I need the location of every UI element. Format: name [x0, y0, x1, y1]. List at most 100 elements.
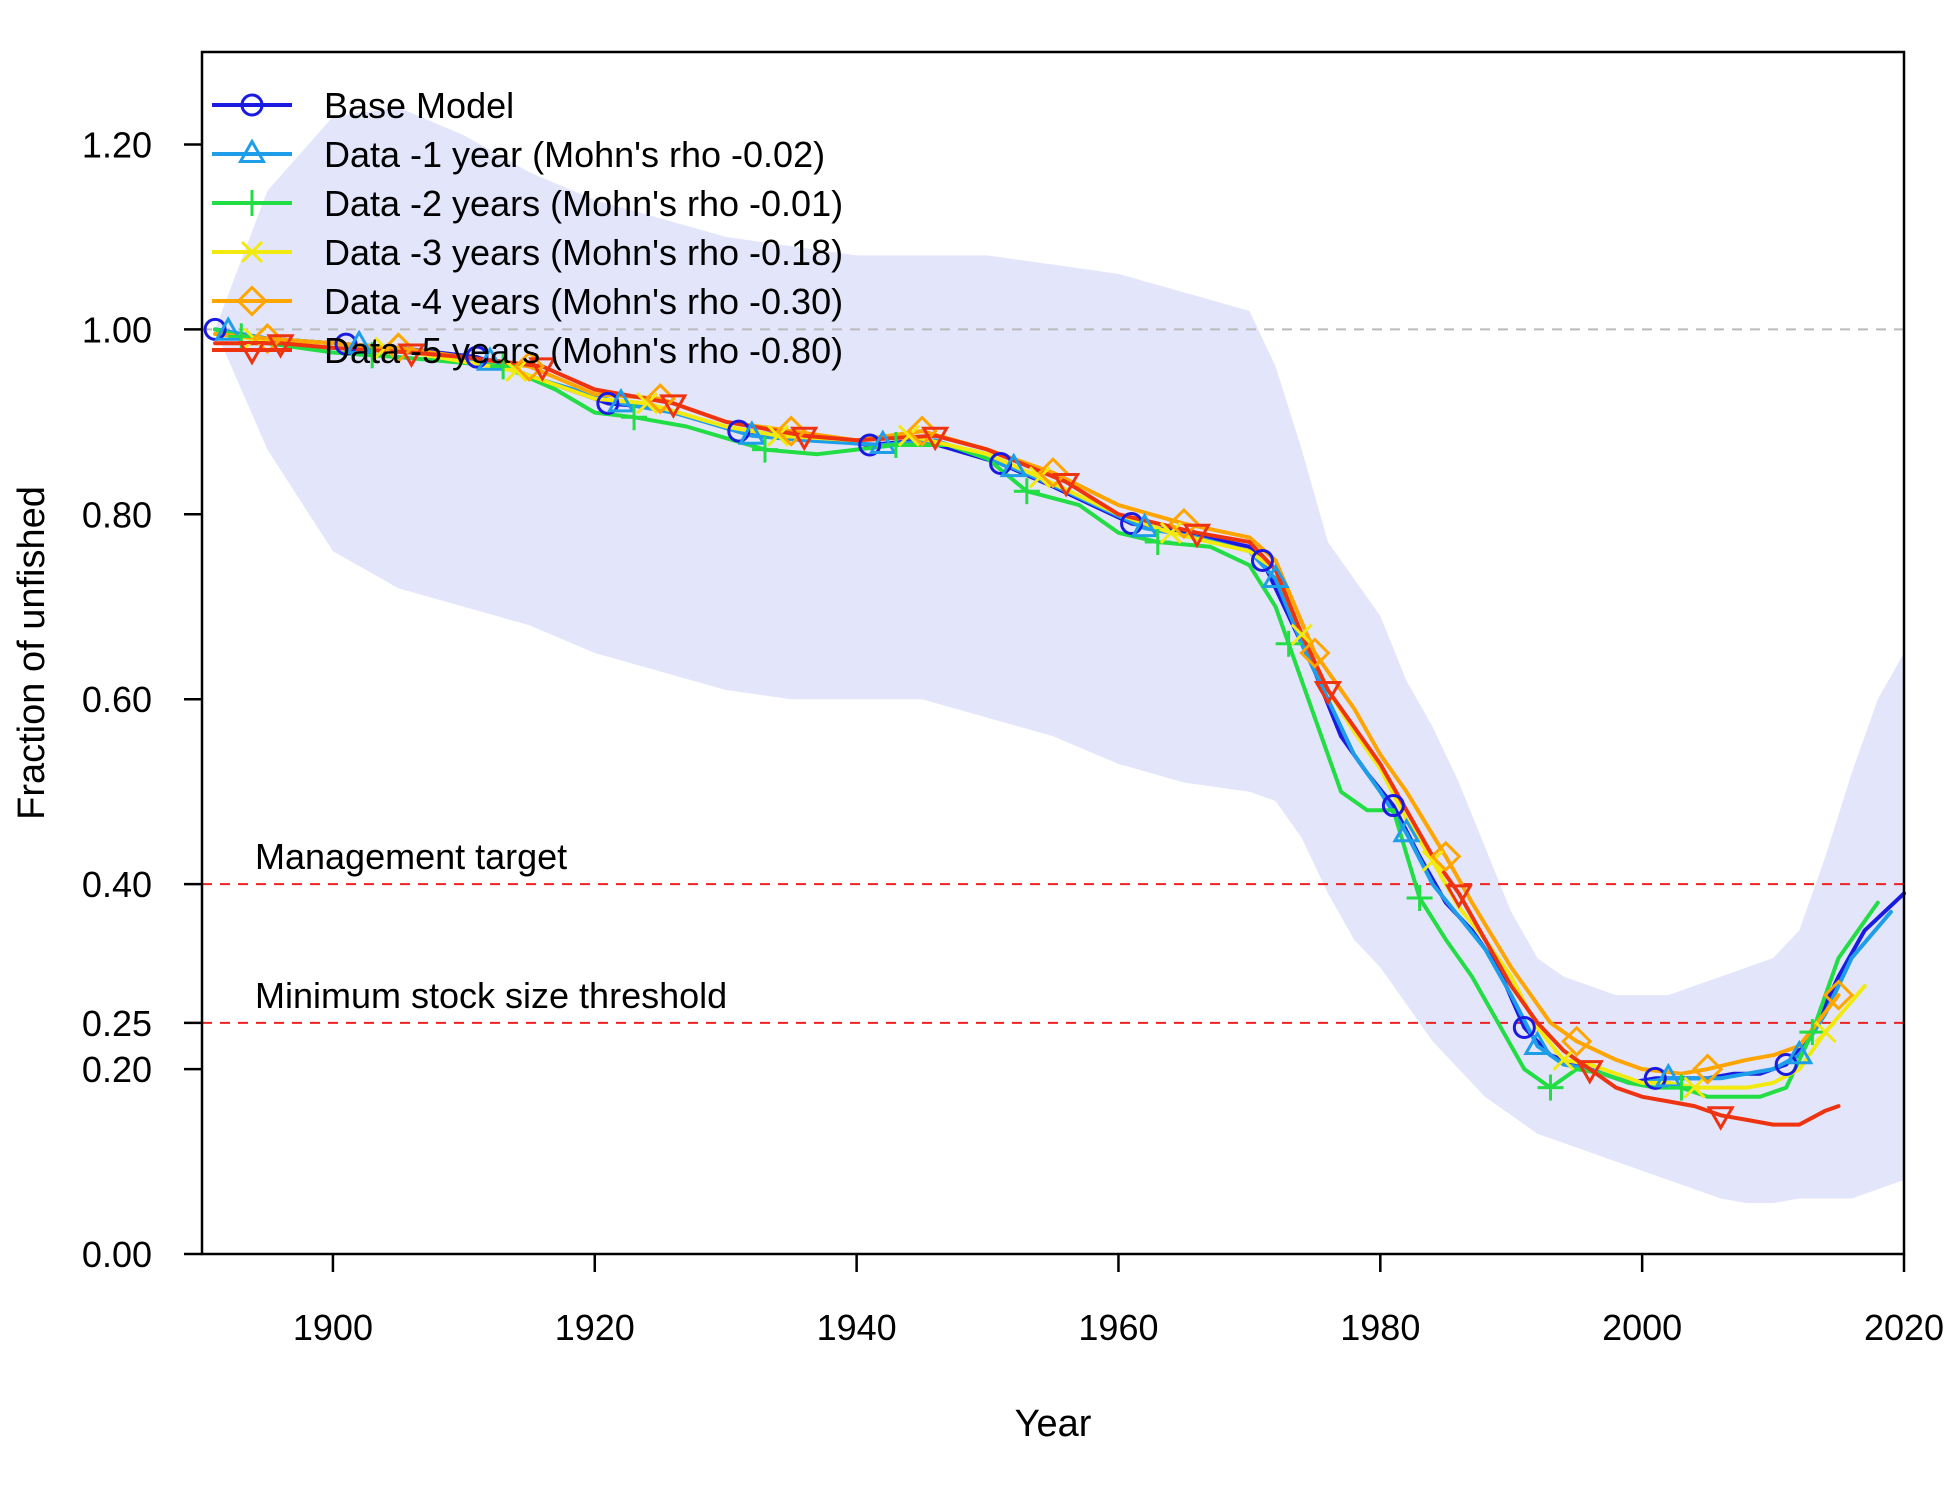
- series-1-point-0: [214, 316, 243, 341]
- marker-x-b: [636, 392, 659, 415]
- series-1-point-2: [475, 346, 505, 371]
- marker-diamond: [382, 332, 415, 364]
- series-3-point-7: [1159, 521, 1182, 544]
- y-axis-label: Fraction of unfished: [11, 486, 53, 820]
- series-3-point-6: [1028, 466, 1051, 489]
- series-3-point-11: [1683, 1076, 1706, 1099]
- series-4-point-2: [513, 350, 545, 382]
- marker-x-b: [240, 240, 264, 264]
- series-3-point-12: [1814, 1021, 1837, 1044]
- marker-circle: [1381, 794, 1405, 818]
- series-1-point-1: [345, 329, 374, 355]
- x-tick-label-1: 1920: [555, 1307, 635, 1348]
- series-2-point-9: [1406, 885, 1433, 912]
- plot-frame: [200, 50, 1906, 1256]
- marker-triangle-down: [237, 341, 267, 366]
- series-line-5: [213, 341, 1841, 1127]
- y-tick-label-2: 0.25: [82, 1003, 152, 1044]
- legend-label-3: Data -3 years (Mohn's rho -0.18): [324, 232, 843, 273]
- reference-line-label-1: Management target: [255, 836, 567, 877]
- marker-diamond: [1299, 637, 1331, 669]
- marker-diamond: [1430, 840, 1462, 873]
- reference-line-label-2: Minimum stock size threshold: [255, 975, 727, 1016]
- series-4-point-5: [906, 415, 938, 447]
- marker-x-b: [1159, 521, 1182, 544]
- series-2-point-5: [882, 431, 909, 458]
- marker-x-b: [1421, 849, 1444, 873]
- marker-x-b: [505, 359, 528, 383]
- marker-diamond: [1168, 507, 1200, 540]
- series-4-point-7: [1168, 507, 1200, 540]
- series-2-point-8: [1275, 630, 1302, 657]
- series-0-point-1: [334, 332, 358, 356]
- series-5-point-2: [528, 357, 557, 382]
- marker-circle: [334, 332, 358, 356]
- marker-x-b: [1290, 623, 1313, 646]
- marker-triangle: [345, 329, 374, 355]
- series-5-point-11: [1706, 1106, 1735, 1131]
- series-4-point-1: [382, 332, 415, 364]
- x-tick-label-0: 1900: [293, 1307, 373, 1348]
- series-4-point-0: [251, 323, 284, 355]
- marker-diamond: [513, 350, 545, 382]
- legend-marker-2: [239, 190, 265, 216]
- series-5-point-8: [1313, 680, 1343, 706]
- series-0-point-9: [1381, 794, 1405, 818]
- marker-triangle: [237, 138, 267, 163]
- marker-triangle: [1785, 1039, 1814, 1065]
- legend-label-5: Data -5 years (Mohn's rho -0.80): [324, 330, 843, 371]
- legend-label-1: Data -1 year (Mohn's rho -0.02): [324, 134, 825, 175]
- marker-x-b: [897, 424, 921, 447]
- series-2-point-1: [359, 342, 386, 369]
- y-tick-label-3: 0.40: [82, 864, 152, 905]
- marker-diamond: [251, 323, 284, 355]
- x-axis-label: Year: [1015, 1403, 1092, 1445]
- marker-circle: [240, 93, 264, 117]
- marker-triangle: [1523, 1030, 1552, 1055]
- series-5-point-7: [1182, 523, 1212, 549]
- marker-triangle-down: [1051, 472, 1081, 498]
- y-tick-label-1: 0.20: [82, 1049, 152, 1090]
- legend-marker-3: [240, 240, 264, 264]
- marker-diamond: [1822, 979, 1855, 1011]
- marker-triangle-down: [397, 343, 426, 369]
- series-2-point-11: [1668, 1074, 1695, 1101]
- marker-triangle-down: [266, 334, 295, 359]
- series-1-point-5: [868, 429, 897, 454]
- x-tick-label-2: 1940: [817, 1307, 897, 1348]
- legend-label-4: Data -4 years (Mohn's rho -0.30): [324, 281, 843, 322]
- series-1-point-3: [606, 387, 636, 413]
- marker-diamond: [1561, 1025, 1593, 1057]
- marker-circle: [858, 433, 882, 457]
- marker-triangle-down: [1444, 884, 1473, 909]
- series-3-point-5: [897, 424, 921, 447]
- series-3-point-10: [1552, 1048, 1575, 1071]
- x-tick-label-4: 1980: [1340, 1307, 1420, 1348]
- marker-x-b: [767, 424, 790, 447]
- series-5-point-6: [1051, 472, 1081, 498]
- marker-circle: [1250, 549, 1274, 573]
- marker-triangle: [1654, 1062, 1683, 1088]
- marker-x-b: [1552, 1048, 1575, 1071]
- marker-circle: [1774, 1052, 1798, 1076]
- series-5-point-5: [921, 426, 950, 452]
- confidence-band: [215, 107, 1905, 1204]
- series-1-point-11: [1654, 1062, 1683, 1088]
- series-0-point-8: [1250, 549, 1274, 573]
- series-4-point-3: [644, 383, 676, 415]
- y-tick-label-7: 1.20: [82, 124, 152, 165]
- marker-triangle-down: [1313, 680, 1343, 706]
- marker-triangle-down: [921, 426, 950, 452]
- marker-diamond: [906, 415, 938, 447]
- marker-triangle: [868, 429, 897, 454]
- marker-circle: [596, 391, 620, 415]
- series-2-point-4: [751, 436, 778, 463]
- legend-label-2: Data -2 years (Mohn's rho -0.01): [324, 183, 843, 224]
- marker-triangle: [999, 452, 1028, 478]
- x-tick-label-3: 1960: [1078, 1307, 1158, 1348]
- series-2-point-3: [621, 404, 648, 431]
- marker-x-b: [1028, 466, 1051, 489]
- series-3-point-2: [505, 359, 528, 383]
- marker-triangle: [475, 346, 505, 371]
- y-tick-label-6: 1.00: [82, 309, 152, 350]
